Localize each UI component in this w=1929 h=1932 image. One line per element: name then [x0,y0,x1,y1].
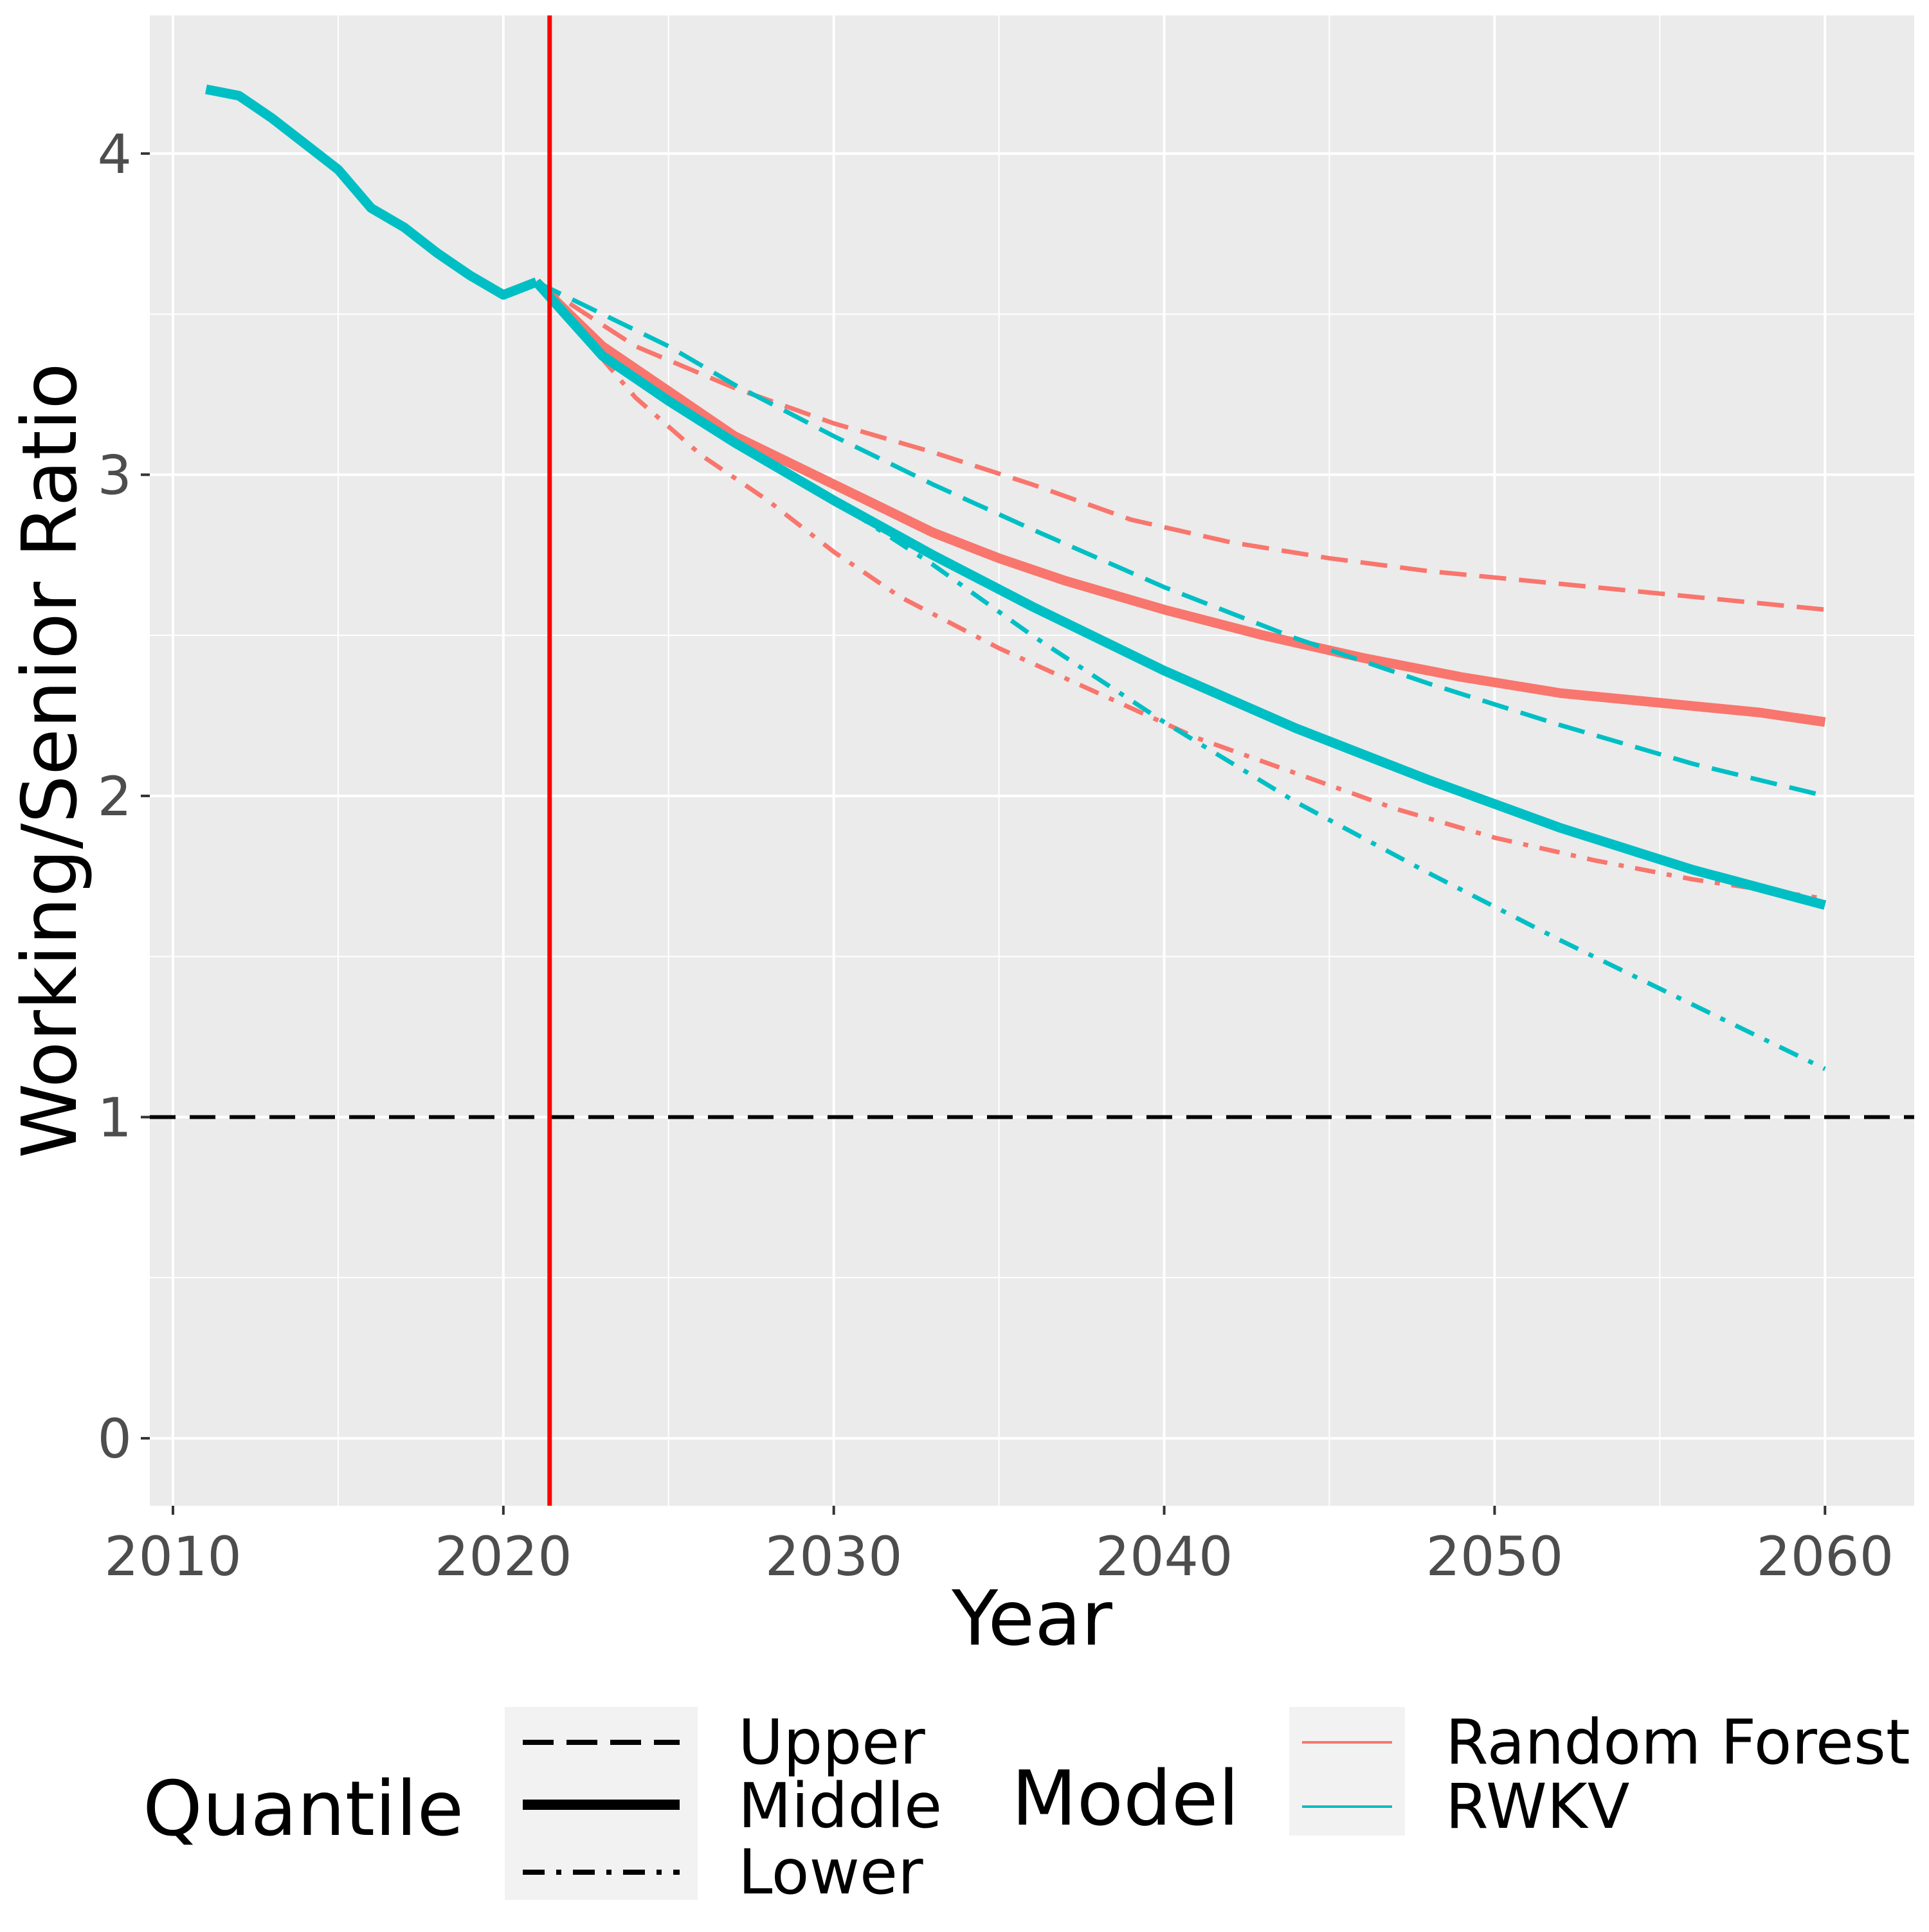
x-tick-label: 2030 [765,1525,903,1588]
x-axis-title: Year [951,1574,1112,1663]
y-tick-label: 1 [98,1087,132,1150]
legend-label-lower: Lower [738,1836,923,1908]
legend-model: Model Random Forest RWKV [1011,1706,1910,1843]
y-tick-label: 0 [98,1407,132,1470]
x-tick-label: 2040 [1096,1525,1233,1588]
data-series [204,84,1827,1071]
x-tick-label: 2060 [1756,1525,1894,1588]
legend-label-rwkv: RWKV [1445,1771,1629,1843]
x-tick-label: 2050 [1426,1525,1564,1588]
legend-label-middle: Middle [738,1770,942,1842]
series-line-rwkv-lower [534,280,1826,1071]
series-line-random-forest-middle [532,278,1826,727]
y-tick-label: 3 [98,444,132,507]
series-line-rwkv-middle [204,84,538,300]
legend-label-upper: Upper [738,1706,925,1778]
series-line-rwkv-upper [535,280,1826,799]
plot-panel [150,15,1914,1506]
reference-lines [150,15,1914,1506]
legend-model-title: Model [1011,1754,1239,1843]
axis-ticks: 2010 2020 2030 2040 2050 2060 0 1 2 3 4 [98,123,1894,1588]
legend-quantile: Quantile Upper Middle Lower [143,1706,942,1908]
y-axis-title: Working/Senior Ratio [5,363,94,1158]
legend-label-random-forest: Random Forest [1445,1706,1910,1778]
y-tick-label: 2 [98,765,132,828]
x-tick-label: 2010 [104,1525,242,1588]
legend-model-keys-bg [1289,1707,1405,1836]
y-tick-label: 4 [98,123,132,186]
legend-quantile-title: Quantile [143,1764,464,1853]
grid-lines [150,15,1914,1506]
x-tick-label: 2020 [435,1525,572,1588]
series-line-random-forest-lower [534,280,1825,901]
